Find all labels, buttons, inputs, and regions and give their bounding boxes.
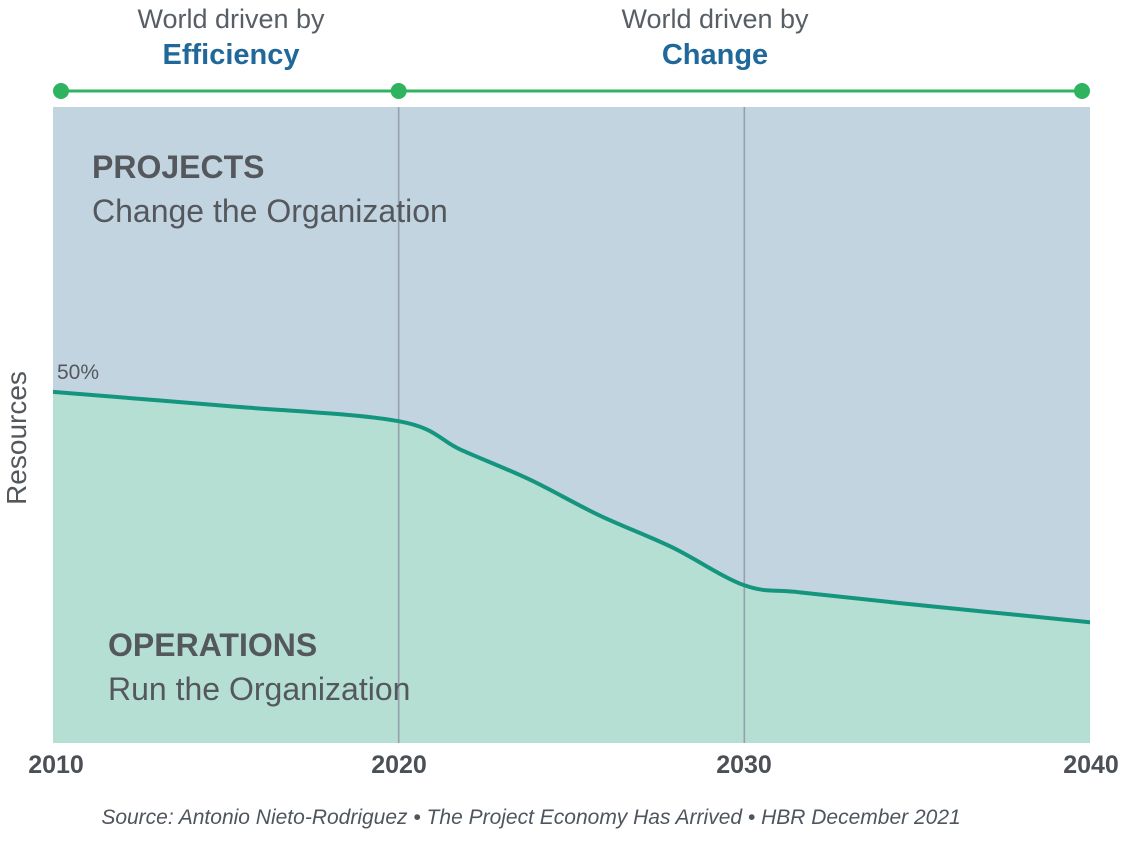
era-header-efficiency: World driven by Efficiency	[51, 1, 411, 73]
timeline-dot-2040	[1074, 83, 1090, 99]
source-caption: Source: Antonio Nieto-Rodriguez • The Pr…	[101, 806, 961, 829]
operations-area-label: OPERATIONS Run the Organization	[108, 623, 410, 711]
projects-area-label: PROJECTS Change the Organization	[92, 145, 448, 233]
x-tick-2040: 2040	[1063, 751, 1119, 779]
era-header-change: World driven by Change	[535, 1, 895, 73]
x-tick-2010: 2010	[28, 751, 84, 779]
operations-subtitle: Run the Organization	[108, 671, 411, 707]
projects-title: PROJECTS	[92, 149, 265, 185]
y-axis-label: Resources	[1, 371, 32, 505]
timeline-dot-2010	[53, 83, 69, 99]
timeline-dot-2020	[390, 83, 407, 99]
resources-area-chart	[53, 107, 1090, 743]
x-tick-2030: 2030	[716, 751, 772, 779]
start-value-label: 50%	[57, 361, 100, 384]
era-timeline	[53, 83, 1090, 99]
resource-split-curve	[53, 389, 1090, 625]
era-header-keyword: Efficiency	[162, 39, 300, 71]
operations-area-fill	[53, 391, 1090, 743]
x-tick-2020: 2020	[371, 751, 427, 779]
era-header-prefix: World driven by	[621, 4, 809, 34]
era-header-prefix: World driven by	[137, 4, 325, 34]
operations-title: OPERATIONS	[108, 627, 318, 663]
projects-subtitle: Change the Organization	[92, 193, 448, 229]
era-header-keyword: Change	[661, 39, 769, 71]
